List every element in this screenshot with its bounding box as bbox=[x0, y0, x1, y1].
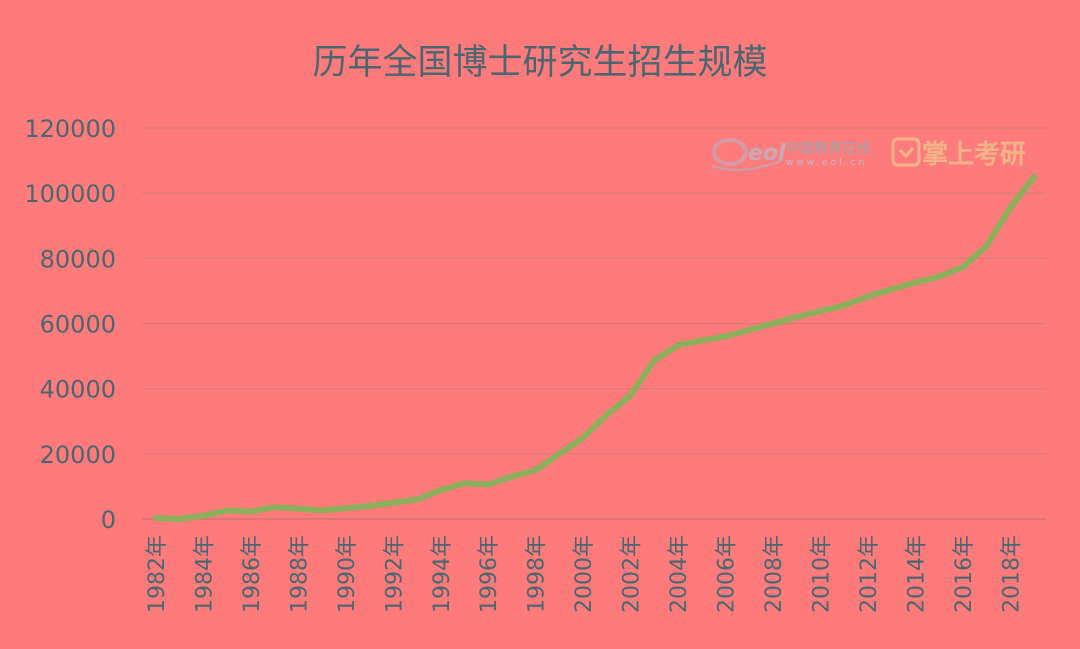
data-point bbox=[888, 286, 895, 293]
eol-logo-text: eol bbox=[748, 141, 786, 166]
watermark: eol 中国教育在线 www.eol.cn 掌上考研 bbox=[711, 137, 1026, 171]
data-point bbox=[319, 507, 326, 514]
watermark-brand: 掌上考研 bbox=[922, 140, 1026, 170]
data-point bbox=[508, 473, 515, 480]
y-tick-label: 80000 bbox=[40, 245, 116, 273]
data-point bbox=[153, 515, 159, 521]
y-axis-tick-labels: 0 20000 40000 60000 80000 100000 120000 bbox=[24, 115, 116, 534]
y-tick-label: 120000 bbox=[24, 115, 116, 143]
data-point bbox=[817, 308, 824, 315]
data-point bbox=[437, 487, 444, 493]
data-point bbox=[556, 450, 563, 457]
x-tick-label: 2004年 bbox=[667, 535, 692, 613]
data-point bbox=[841, 302, 848, 309]
y-tick-label: 0 bbox=[101, 506, 116, 534]
eol-logo-icon: eol bbox=[711, 138, 786, 171]
data-point bbox=[414, 496, 420, 503]
data-point bbox=[793, 314, 800, 320]
x-tick-label: 1994年 bbox=[430, 535, 455, 613]
data-point bbox=[532, 467, 539, 474]
series-layer bbox=[153, 173, 1037, 522]
x-tick-label: 1992年 bbox=[382, 535, 407, 613]
x-tick-label: 1996年 bbox=[477, 535, 502, 613]
x-tick-label: 2018年 bbox=[999, 535, 1024, 613]
data-point bbox=[200, 512, 207, 519]
watermark-site-name: 中国教育在线 bbox=[786, 141, 870, 157]
x-tick-label: 1990年 bbox=[335, 535, 360, 613]
chart-title: 历年全国博士研究生招生规模 bbox=[312, 43, 767, 83]
y-tick-label: 60000 bbox=[40, 311, 116, 339]
y-tick-label: 20000 bbox=[40, 441, 116, 469]
data-point bbox=[342, 505, 349, 512]
data-point bbox=[224, 507, 231, 514]
data-point bbox=[247, 508, 254, 515]
x-tick-label: 1984年 bbox=[192, 535, 217, 613]
data-point bbox=[603, 411, 610, 418]
phone-brand-icon bbox=[891, 137, 921, 167]
data-point bbox=[295, 505, 302, 512]
data-point bbox=[366, 503, 373, 509]
x-tick-label: 2010年 bbox=[809, 535, 834, 613]
data-point bbox=[746, 327, 753, 333]
data-point bbox=[983, 243, 990, 249]
data-point bbox=[698, 337, 705, 344]
data-point bbox=[485, 481, 492, 488]
data-point bbox=[390, 499, 397, 506]
x-tick-label: 1998年 bbox=[525, 535, 550, 613]
data-point bbox=[722, 333, 729, 340]
y-tick-label: 40000 bbox=[40, 376, 116, 404]
data-point bbox=[770, 320, 776, 327]
data-point bbox=[864, 293, 871, 300]
x-tick-label: 2000年 bbox=[572, 535, 597, 613]
y-tick-label: 100000 bbox=[24, 180, 116, 208]
x-tick-label: 2002年 bbox=[620, 535, 645, 613]
x-tick-label: 2014年 bbox=[904, 535, 929, 613]
x-tick-label: 1986年 bbox=[240, 535, 265, 613]
grid-lines bbox=[142, 127, 1046, 520]
data-point bbox=[675, 342, 682, 349]
data-point bbox=[580, 434, 587, 441]
data-point bbox=[271, 504, 278, 511]
x-axis-tick-labels: 1982年 1984年 1986年 1988年 1990年 1992年 1994年 1996年… bbox=[145, 535, 1024, 613]
data-point bbox=[936, 273, 943, 280]
data-point bbox=[912, 279, 919, 286]
x-tick-label: 1982年 bbox=[145, 535, 170, 613]
data-point bbox=[1007, 204, 1014, 211]
watermark-url: www.eol.cn bbox=[786, 158, 867, 168]
data-point bbox=[651, 357, 658, 364]
series-line bbox=[153, 173, 1037, 522]
x-tick-label: 1988年 bbox=[287, 535, 312, 613]
data-point bbox=[627, 392, 634, 399]
x-tick-label: 2008年 bbox=[762, 535, 787, 613]
data-point bbox=[1031, 173, 1037, 180]
data-point bbox=[176, 516, 183, 522]
x-tick-label: 2016年 bbox=[952, 535, 977, 613]
data-point bbox=[461, 480, 468, 487]
data-point bbox=[959, 264, 966, 271]
x-tick-label: 2012年 bbox=[857, 535, 882, 613]
x-tick-label: 2006年 bbox=[715, 535, 740, 613]
